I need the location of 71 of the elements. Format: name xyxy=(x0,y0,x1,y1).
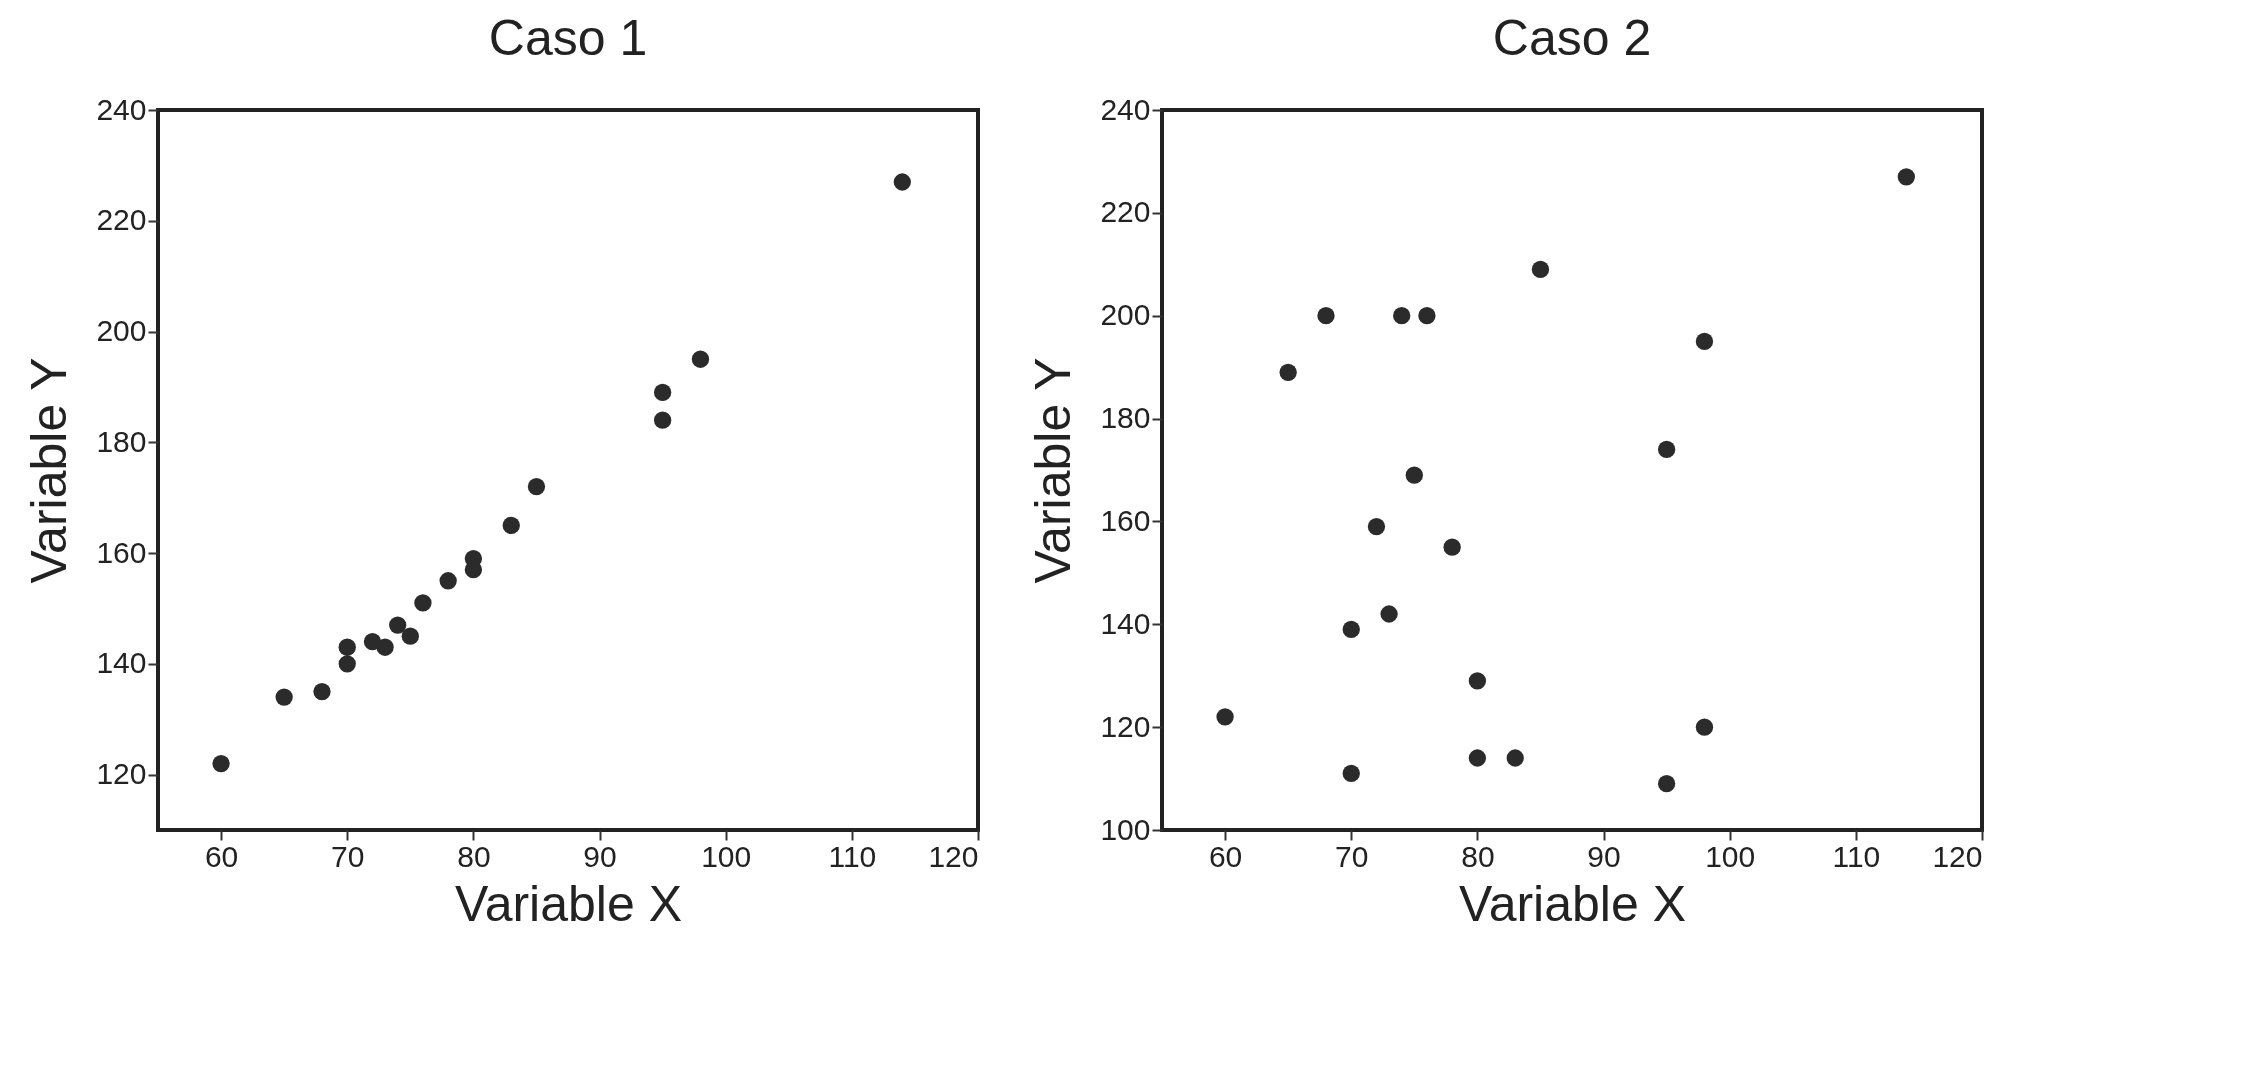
x-tick-label: 100 xyxy=(701,839,752,873)
x-axis-title: Variable X xyxy=(455,875,682,932)
point xyxy=(1531,260,1550,279)
point xyxy=(414,594,432,612)
point xyxy=(1367,517,1386,536)
point xyxy=(1468,749,1487,767)
y-tick-label: 240 xyxy=(1100,92,1151,126)
point xyxy=(376,638,394,656)
x-tick-label: 110 xyxy=(1832,839,1881,873)
y-tick-label: 180 xyxy=(1100,401,1151,435)
point xyxy=(439,572,457,590)
point xyxy=(527,477,546,496)
point xyxy=(389,616,407,634)
point xyxy=(1506,749,1524,767)
point xyxy=(1897,168,1915,186)
y-tick-label: 140 xyxy=(96,646,147,680)
point xyxy=(1216,708,1234,726)
point xyxy=(338,655,356,673)
x-tick-label: 90 xyxy=(583,839,617,873)
point xyxy=(275,688,293,706)
point xyxy=(691,350,710,368)
point xyxy=(1695,332,1714,351)
y-tick-label: 240 xyxy=(96,92,147,126)
y-tick-label: 120 xyxy=(1100,709,1151,743)
x-tick-label: 60 xyxy=(204,839,239,873)
x-tick-label: 120 xyxy=(1932,839,1983,873)
y-tick-label: 140 xyxy=(1100,606,1151,640)
y-axis-title: Variable Y xyxy=(21,357,78,584)
point xyxy=(1405,466,1423,484)
point xyxy=(401,627,419,645)
x-tick-label: 100 xyxy=(1705,839,1756,873)
y-tick-label: 200 xyxy=(1100,298,1151,332)
point xyxy=(313,682,331,701)
point xyxy=(1317,307,1335,325)
x-tick-label: 110 xyxy=(828,839,877,873)
x-tick-label: 80 xyxy=(457,839,491,873)
point xyxy=(653,383,672,402)
y-tick-label: 180 xyxy=(96,424,147,458)
point xyxy=(1657,440,1676,459)
point xyxy=(212,754,230,773)
chart-title: Caso 2 xyxy=(1492,10,1652,66)
point xyxy=(1342,764,1360,783)
point xyxy=(1657,775,1676,793)
point xyxy=(1443,538,1461,556)
point xyxy=(502,516,520,535)
x-tick-label: 120 xyxy=(928,839,979,873)
x-tick-label: 90 xyxy=(1587,839,1621,873)
point xyxy=(653,411,672,429)
y-tick-label: 220 xyxy=(1100,195,1151,229)
point xyxy=(1418,307,1436,325)
point xyxy=(1342,620,1360,639)
x-tick-label: 70 xyxy=(331,839,365,873)
point xyxy=(1393,307,1411,325)
point xyxy=(1380,605,1398,623)
y-axis-title: Variable Y xyxy=(1025,357,1082,584)
y-tick-label: 160 xyxy=(1100,503,1151,537)
point xyxy=(893,173,911,191)
x-tick-label: 80 xyxy=(1461,839,1495,873)
y-tick-label: 160 xyxy=(96,535,147,569)
point xyxy=(1279,363,1297,381)
point xyxy=(1468,672,1487,690)
y-tick-label: 220 xyxy=(96,203,147,237)
point xyxy=(338,638,356,656)
chart-title: Caso 1 xyxy=(488,10,648,66)
x-tick-label: 60 xyxy=(1208,839,1243,873)
y-tick-label: 100 xyxy=(1100,812,1151,846)
x-tick-label: 70 xyxy=(1335,839,1369,873)
point xyxy=(1695,718,1714,736)
x-axis-title: Variable X xyxy=(1459,875,1686,932)
y-tick-label: 200 xyxy=(96,314,147,348)
y-tick-label: 120 xyxy=(96,757,147,791)
